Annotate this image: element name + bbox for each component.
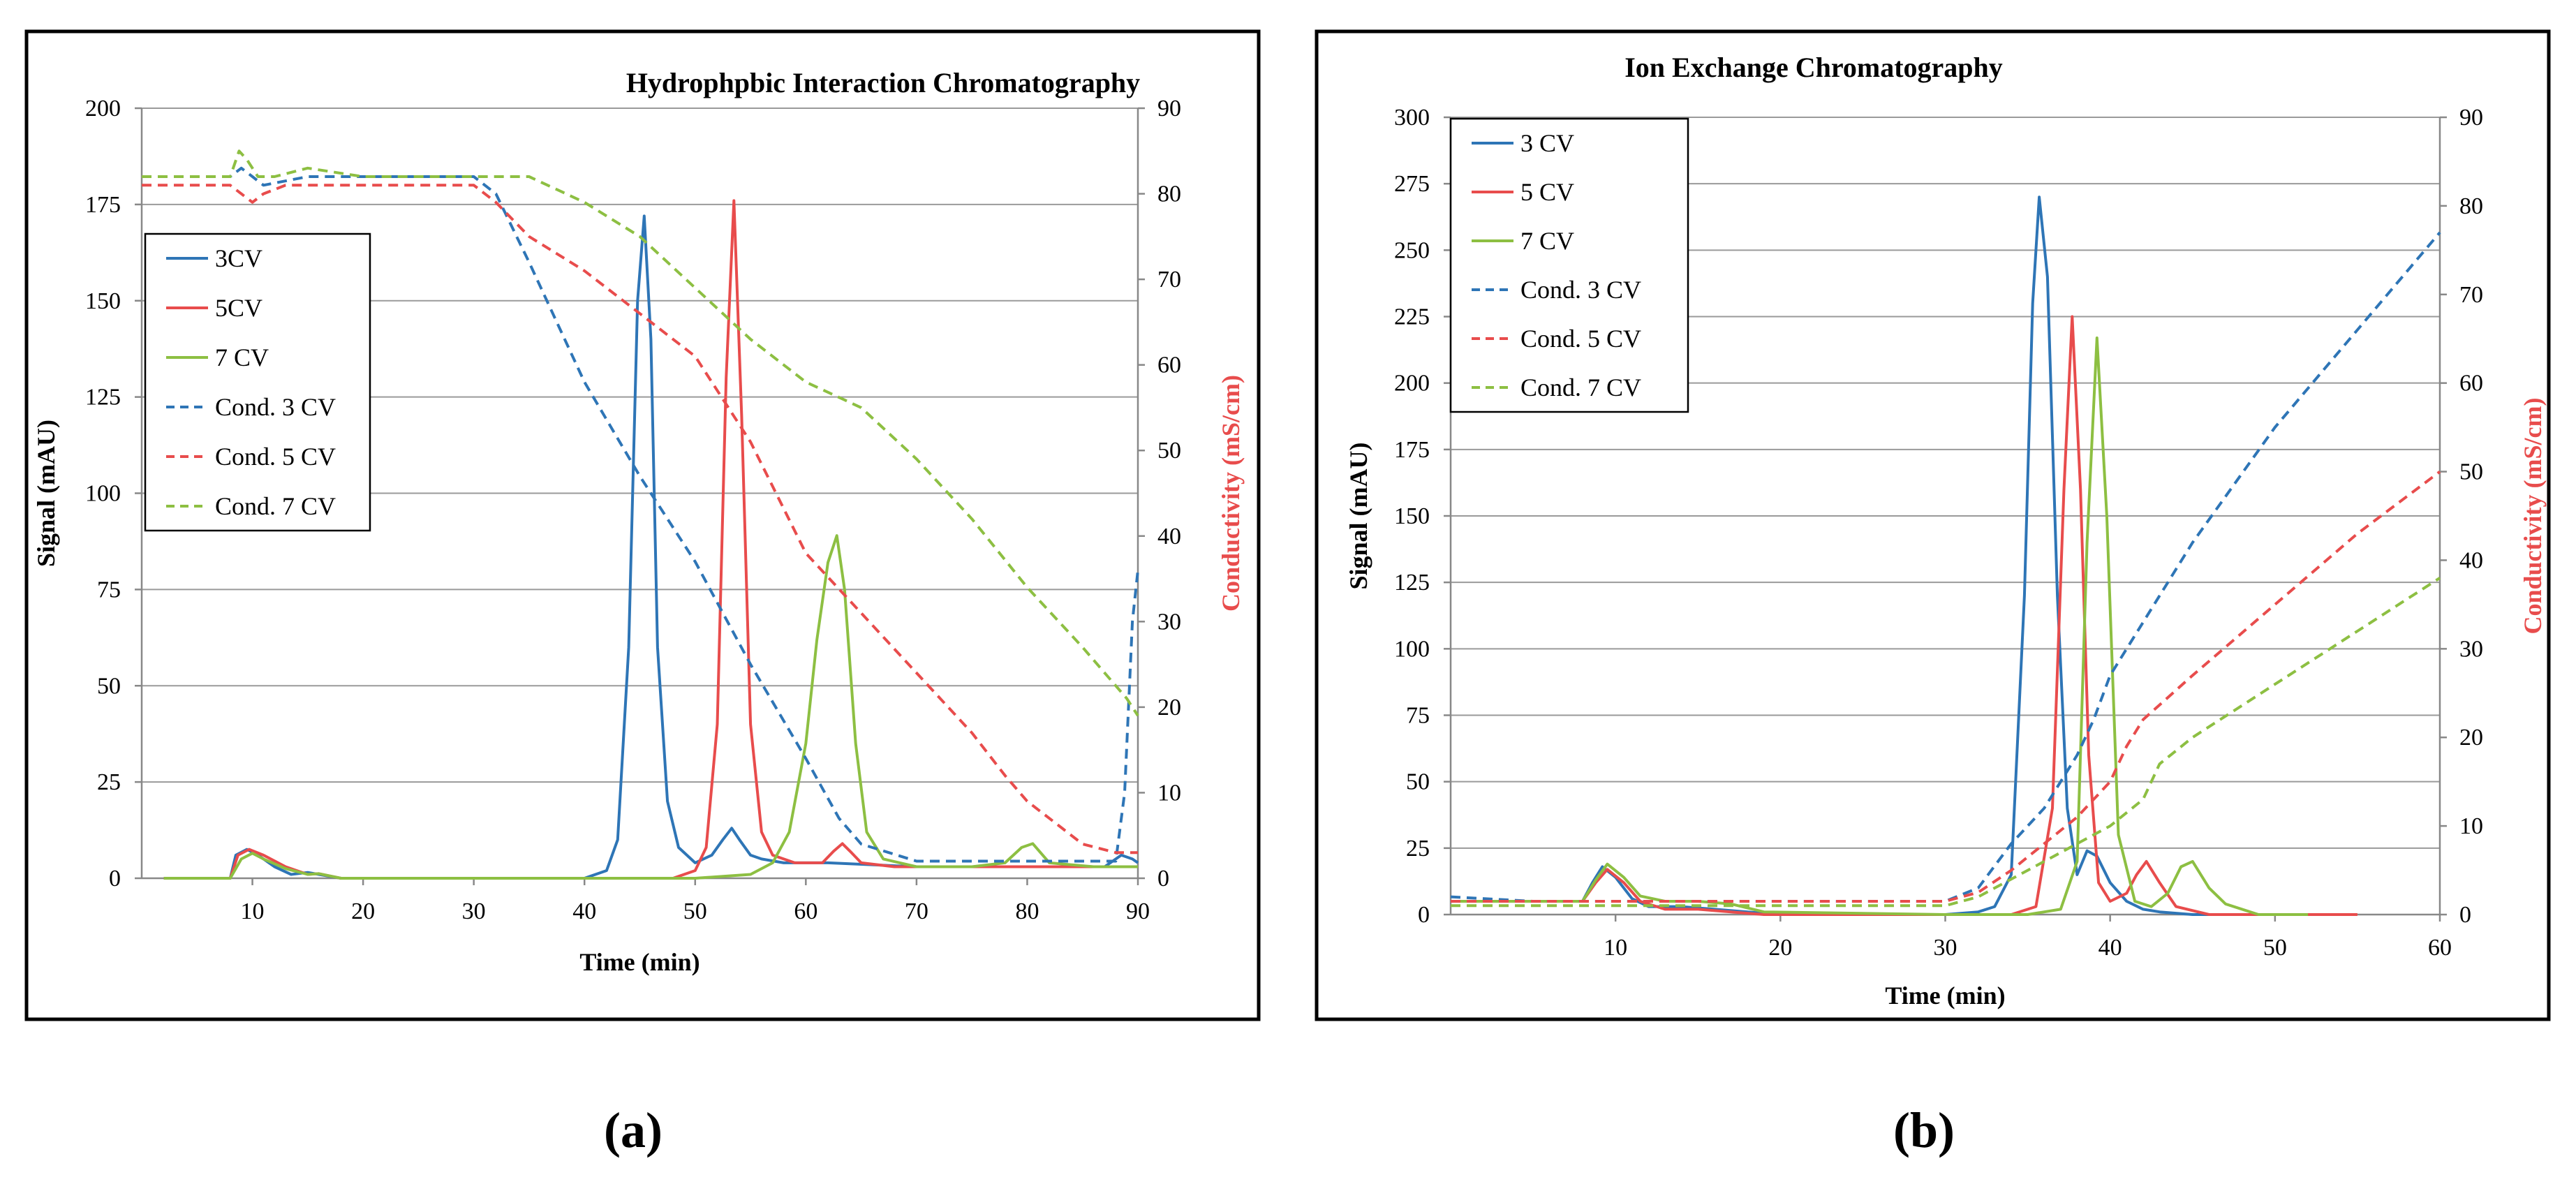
legend-label: Cond. 3 CV (1520, 276, 1641, 304)
legend-label: 3 CV (1520, 129, 1574, 157)
y-tick-label: 50 (1406, 769, 1430, 795)
y2-tick-label: 30 (1157, 609, 1181, 635)
x-tick-label: 50 (683, 898, 707, 924)
legend-label: Cond. 7 CV (1520, 374, 1641, 401)
chart-2: 0 25 50 75 100 125 150 175 200 225 250 275 300 0 10 20 3… (1315, 29, 2551, 1021)
series-line-cond-7-cv (142, 149, 1139, 717)
y2-tick-label: 70 (2459, 282, 2483, 308)
legend-box (144, 232, 371, 532)
series-line-5cv (163, 199, 1138, 880)
y-tick-label: 0 (1418, 902, 1430, 928)
x-tick-label: 30 (1934, 935, 1957, 961)
y-tick-label: 200 (85, 96, 121, 121)
legend-label: Cond. 5 CV (1520, 325, 1641, 353)
legend-label: 7 CV (215, 343, 269, 371)
x-tick-label: 10 (1604, 935, 1627, 961)
y2-tick-label: 20 (2459, 725, 2483, 750)
y-tick-label: 200 (1394, 371, 1430, 397)
x-tick-label: 10 (241, 898, 265, 924)
y-tick-label: 75 (97, 577, 121, 602)
x-tick-label: 20 (1768, 935, 1792, 961)
legend-label: 5 CV (1520, 178, 1574, 206)
y-tick-label: 250 (1394, 237, 1430, 263)
series-line-cond-5-cv (1451, 471, 2441, 903)
y-tick-label: 150 (1394, 503, 1430, 529)
series-line-5-cv (1451, 315, 2357, 916)
y2-tick-label: 30 (2459, 636, 2483, 662)
x-tick-label: 70 (905, 898, 928, 924)
y2-tick-label: 40 (1157, 524, 1181, 549)
series-line-7-cv (163, 534, 1138, 880)
x-axis-title: Time (min) (579, 948, 699, 976)
series-line-cond-7-cv (1451, 577, 2441, 908)
y2-tick-label: 10 (1157, 780, 1181, 806)
x-tick-label: 80 (1015, 898, 1039, 924)
y2-tick-label: 60 (2459, 371, 2483, 397)
x-tick-label: 30 (462, 898, 486, 924)
x-axis-title: Time (min) (1885, 982, 2005, 1010)
y-tick-label: 75 (1406, 703, 1430, 729)
series-line-cond-5-cv (142, 184, 1138, 855)
y-tick-label: 100 (1394, 636, 1430, 662)
y-tick-label: 100 (85, 481, 121, 507)
y2-tick-label: 20 (1157, 695, 1181, 720)
series-line-7-cv (1451, 337, 2309, 916)
y2-axis-title: Conductivity (mS/cm) (2519, 398, 2547, 635)
y-tick-label: 150 (85, 288, 121, 314)
x-tick-label: 90 (1126, 898, 1150, 924)
series-line-3cv (163, 214, 1139, 880)
x-tick-label: 40 (2098, 935, 2122, 961)
y-tick-label: 50 (97, 673, 121, 699)
y2-tick-label: 90 (2459, 105, 2483, 131)
y2-tick-label: 50 (2459, 459, 2483, 485)
chart-title: Ion Exchange Chromatography (1624, 52, 2003, 83)
panel-label-a: (a) (604, 1102, 662, 1158)
legend-label: Cond. 5 CV (215, 443, 336, 471)
legend-label: 7 CV (1520, 227, 1574, 255)
panel-label-b: (b) (1893, 1102, 1955, 1158)
y2-tick-label: 70 (1157, 267, 1181, 293)
y-tick-label: 275 (1394, 171, 1430, 197)
y-tick-label: 175 (1394, 437, 1430, 463)
y2-tick-label: 10 (2459, 813, 2483, 839)
y-tick-label: 125 (1394, 570, 1430, 596)
legend-box (1449, 117, 1689, 413)
legend-label: 3CV (215, 244, 262, 272)
x-tick-label: 60 (2428, 935, 2452, 961)
y-tick-label: 125 (85, 385, 121, 411)
y2-tick-label: 80 (2459, 193, 2483, 219)
x-tick-label: 20 (351, 898, 375, 924)
x-tick-label: 60 (794, 898, 817, 924)
y-tick-label: 225 (1394, 304, 1430, 330)
y2-tick-label: 0 (2459, 902, 2471, 928)
y2-tick-label: 40 (2459, 547, 2483, 573)
y2-tick-label: 80 (1157, 182, 1181, 207)
y2-tick-label: 50 (1157, 438, 1181, 464)
y-axis-title: Signal (mAU) (1345, 442, 1372, 589)
legend-label: Cond. 7 CV (215, 492, 336, 520)
y2-axis-title: Conductivity (mS/cm) (1217, 375, 1245, 612)
y-tick-label: 175 (85, 192, 121, 218)
y-axis-title: Signal (mAU) (32, 420, 60, 567)
chart-title: Hydrophpbic Interaction Chromatography (626, 67, 1140, 98)
chart-1: 0 25 50 75 100 125 150 175 200 0 10 20 30 40 50 60 70 80 9… (24, 29, 1261, 1021)
y2-tick-label: 0 (1157, 866, 1169, 892)
y2-tick-label: 90 (1157, 96, 1181, 121)
x-tick-label: 50 (2263, 935, 2287, 961)
series-line-3-cv (1451, 195, 2275, 916)
x-tick-label: 40 (572, 898, 596, 924)
legend-label: 5CV (215, 294, 262, 322)
y-tick-label: 0 (109, 866, 121, 892)
y-tick-label: 25 (1406, 836, 1430, 861)
y-tick-label: 300 (1394, 105, 1430, 131)
y2-tick-label: 60 (1157, 353, 1181, 378)
legend-label: Cond. 3 CV (215, 393, 336, 421)
y-tick-label: 25 (97, 769, 121, 795)
